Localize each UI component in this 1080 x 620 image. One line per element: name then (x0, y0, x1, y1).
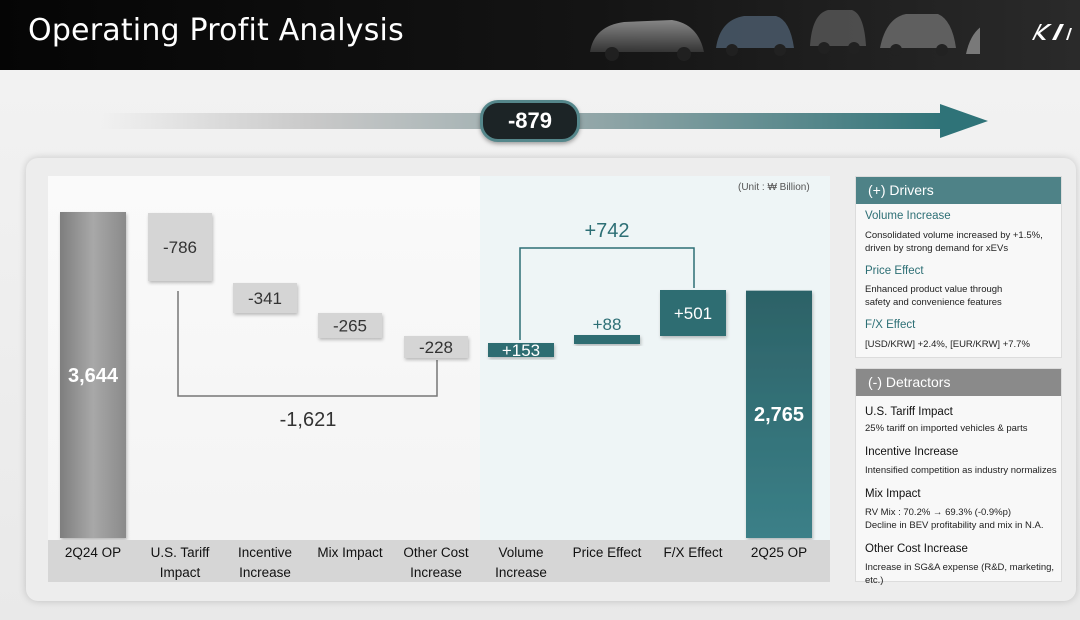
data-label-2q25-op: 2,765 (754, 404, 804, 426)
driver-title: Volume Increase (865, 210, 951, 222)
detractor-title: Mix Impact (865, 488, 921, 500)
car-lineup-image (590, 10, 980, 61)
detractors-header: (-) Detractors (856, 369, 1061, 396)
positive-total-label: +742 (584, 220, 629, 242)
detractor-title: U.S. Tariff Impact (865, 406, 953, 418)
data-label-f-x-effect: +501 (674, 304, 712, 323)
detractors-panel: (-) Detractors U.S. Tariff Impact 25% ta… (855, 368, 1062, 586)
data-label-mix-impact: -265 (333, 317, 367, 336)
detractor-title: Incentive Increase (865, 446, 959, 458)
positive-bracket-line (519, 247, 695, 340)
category-label-u-s-tariff-impact: U.S. Tariff Impact (150, 545, 210, 580)
data-label-volume-increase: +153 (502, 341, 540, 360)
category-strip (48, 540, 830, 582)
detractor-desc: RV Mix : 70.2% → 69.3% (-0.9%p) Decline i… (865, 507, 1044, 531)
category-label-volume-increase: Volume Increase (495, 545, 547, 580)
kia-logo (1032, 24, 1072, 40)
arrow-right-icon (940, 104, 988, 138)
unit-note: (Unit : ₩ Billion) (738, 182, 810, 193)
detractor-desc: Increase in SG&A expense (R&D, marketing… (865, 562, 1055, 586)
bar-f-x-effect (660, 290, 726, 336)
driver-desc: Enhanced product value through safety and… (865, 284, 1003, 308)
total-change-badge: -879 (480, 100, 580, 142)
category-label-incentive-increase: Incentive Increase (237, 545, 293, 580)
data-label-incentive-increase: -341 (248, 289, 282, 308)
drivers-header: (+) Drivers (856, 177, 1061, 204)
bar-volume-increase (488, 343, 554, 357)
category-label-f-x-effect: F/X Effect (663, 545, 723, 560)
bar-u-s-tariff-impact (148, 213, 212, 281)
bar-price-effect (574, 335, 640, 344)
category-label-2q25-op: 2Q25 OP (750, 545, 808, 560)
bar-other-cost-increase (404, 336, 468, 358)
data-label-2q24-op: 3,644 (68, 365, 119, 387)
data-label-u-s-tariff-impact: -786 (163, 238, 197, 257)
header-bar: Operating Profit Analysis (0, 0, 1080, 70)
category-label-other-cost-increase: Other Cost Increase (403, 545, 469, 580)
drivers-panel: (+) Drivers Volume Increase Consolidated… (855, 176, 1062, 358)
category-label-2q24-op: 2Q24 OP (64, 545, 122, 560)
category-label-mix-impact: Mix Impact (317, 545, 383, 560)
bar-2q25-op (746, 290, 812, 538)
detractor-desc: 25% tariff on imported vehicles & parts (865, 423, 1028, 434)
data-label-price-effect: +88 (593, 315, 622, 334)
category-label-price-effect: Price Effect (572, 545, 642, 560)
bar-incentive-increase (233, 283, 297, 313)
driver-title: F/X Effect (865, 319, 916, 331)
detractor-desc: Intensified competition as industry norm… (865, 465, 1057, 476)
bar-2q24-op (60, 212, 126, 538)
detractor-title: Other Cost Increase (865, 543, 968, 555)
page-title: Operating Profit Analysis (28, 13, 404, 48)
driver-desc: [USD/KRW] +2.4%, [EUR/KRW] +7.7% (865, 339, 1030, 350)
driver-title: Price Effect (865, 265, 924, 277)
negative-total-label: -1,621 (280, 409, 337, 431)
driver-desc: Consolidated volume increased by +1.5%, d… (865, 230, 1043, 254)
data-label-other-cost-increase: -228 (419, 338, 453, 357)
bar-mix-impact (318, 313, 382, 338)
negative-bracket-line (177, 291, 438, 397)
